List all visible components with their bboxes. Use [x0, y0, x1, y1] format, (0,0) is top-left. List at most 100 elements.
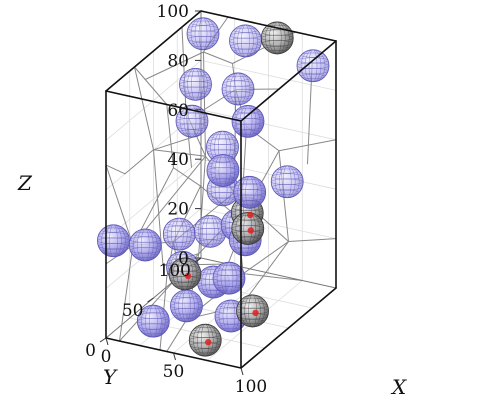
sphere-latitude: [210, 178, 236, 184]
voronoi-edge: [173, 167, 201, 187]
gray-sphere: [188, 323, 222, 357]
sphere-latitude: [137, 317, 170, 325]
sphere-latitude: [207, 138, 238, 145]
sphere-latitude: [235, 129, 261, 135]
sphere-latitude: [230, 32, 261, 39]
sphere-latitude: [261, 40, 293, 47]
sphere-meridian: [237, 176, 262, 209]
sphere-latitude: [261, 34, 294, 42]
sphere-meridian: [265, 21, 290, 55]
sphere-latitude: [175, 118, 209, 125]
sphere-latitude: [297, 57, 329, 64]
sphere-latitude: [222, 80, 254, 87]
red-point: [247, 211, 254, 219]
cube-front-edges: [105, 10, 337, 369]
x-tick-label: 100: [235, 377, 267, 397]
sphere-body: [162, 217, 196, 251]
y-tick-label: 100: [159, 261, 191, 281]
sphere-latitude: [210, 198, 236, 203]
x-axis-label: X: [390, 375, 407, 399]
x-tick: [240, 367, 244, 376]
sphere-body: [206, 154, 240, 187]
sphere-latitude: [210, 157, 236, 163]
voronoi-edge: [181, 26, 187, 113]
sphere-latitude: [176, 123, 208, 130]
sphere-body: [233, 175, 267, 209]
x-tick: [173, 352, 176, 361]
voronoi-edge: [203, 51, 206, 157]
y-tick: [99, 337, 107, 343]
sphere-latitude: [137, 323, 169, 330]
sphere-latitude: [193, 327, 218, 332]
sphere-latitude: [133, 231, 158, 237]
sphere-markers: [97, 17, 330, 357]
sphere-latitude: [101, 249, 126, 254]
sphere-latitude: [233, 248, 258, 253]
sphere-latitude: [179, 108, 205, 113]
voronoi-edge: [166, 318, 188, 352]
voronoi-edge: [166, 104, 174, 169]
sphere-latitude: [186, 30, 220, 37]
sphere-latitude: [232, 123, 264, 130]
sphere-latitude: [300, 74, 326, 79]
sphere-body: [229, 24, 262, 58]
sphere-latitude: [180, 76, 211, 82]
sphere-latitude: [271, 184, 303, 191]
gray-sphere: [231, 212, 265, 245]
sphere-latitude: [234, 194, 266, 201]
sphere-latitude: [98, 243, 129, 250]
voronoi-edge: [134, 66, 154, 151]
sphere-latitude: [225, 97, 251, 103]
sphere-latitude: [233, 49, 258, 54]
red-point: [247, 227, 254, 234]
sphere-latitude: [231, 118, 265, 125]
sphere-latitude: [176, 112, 208, 119]
y-tick-label: 50: [122, 301, 144, 321]
sphere-body: [193, 214, 227, 248]
sphere-body: [231, 212, 265, 245]
sphere-latitude: [271, 173, 303, 180]
z-tick-label: 100: [157, 2, 189, 22]
red-point: [184, 272, 192, 280]
blue-sphere: [206, 154, 240, 187]
voronoi-edge: [124, 149, 154, 175]
blue-sphere: [212, 261, 246, 295]
sphere-meridian: [183, 68, 208, 101]
voronoi-edge: [203, 51, 233, 64]
sphere-meridian: [225, 72, 251, 106]
sphere-latitude: [183, 71, 208, 77]
sphere-latitude: [207, 172, 239, 179]
sphere-latitude: [141, 308, 166, 313]
z-tick-label: 0: [178, 249, 189, 269]
sphere-latitude: [210, 134, 235, 139]
sphere-meridian: [235, 212, 261, 245]
voronoi-edge: [119, 244, 134, 342]
sphere-latitude: [218, 324, 244, 330]
blue-sphere: [170, 289, 203, 323]
x-tick-label: 0: [101, 347, 112, 367]
sphere-latitude: [179, 129, 205, 135]
sphere-meridian: [193, 323, 218, 357]
x-tick-label: 50: [163, 362, 185, 382]
sphere-latitude: [172, 282, 198, 287]
sphere-latitude: [171, 297, 202, 304]
sphere-meridian: [235, 105, 261, 138]
sphere-body: [170, 289, 203, 323]
sphere-latitude: [222, 91, 254, 98]
sphere-latitude: [206, 167, 240, 174]
sphere-meridian: [274, 165, 300, 198]
sphere-latitude: [265, 24, 290, 30]
sphere-latitude: [167, 242, 192, 248]
x-tick: [105, 337, 109, 346]
sphere-meridian: [141, 304, 166, 338]
sphere-meridian: [167, 217, 192, 251]
sphere-latitude: [129, 236, 161, 243]
sphere-body: [270, 165, 304, 199]
sphere-meridian: [179, 104, 205, 138]
voronoi-edge: [242, 241, 289, 275]
sphere-latitude: [170, 302, 203, 310]
blue-sphere: [162, 217, 196, 251]
z-tick-label: 20: [167, 200, 189, 220]
gray-sphere: [260, 21, 294, 55]
